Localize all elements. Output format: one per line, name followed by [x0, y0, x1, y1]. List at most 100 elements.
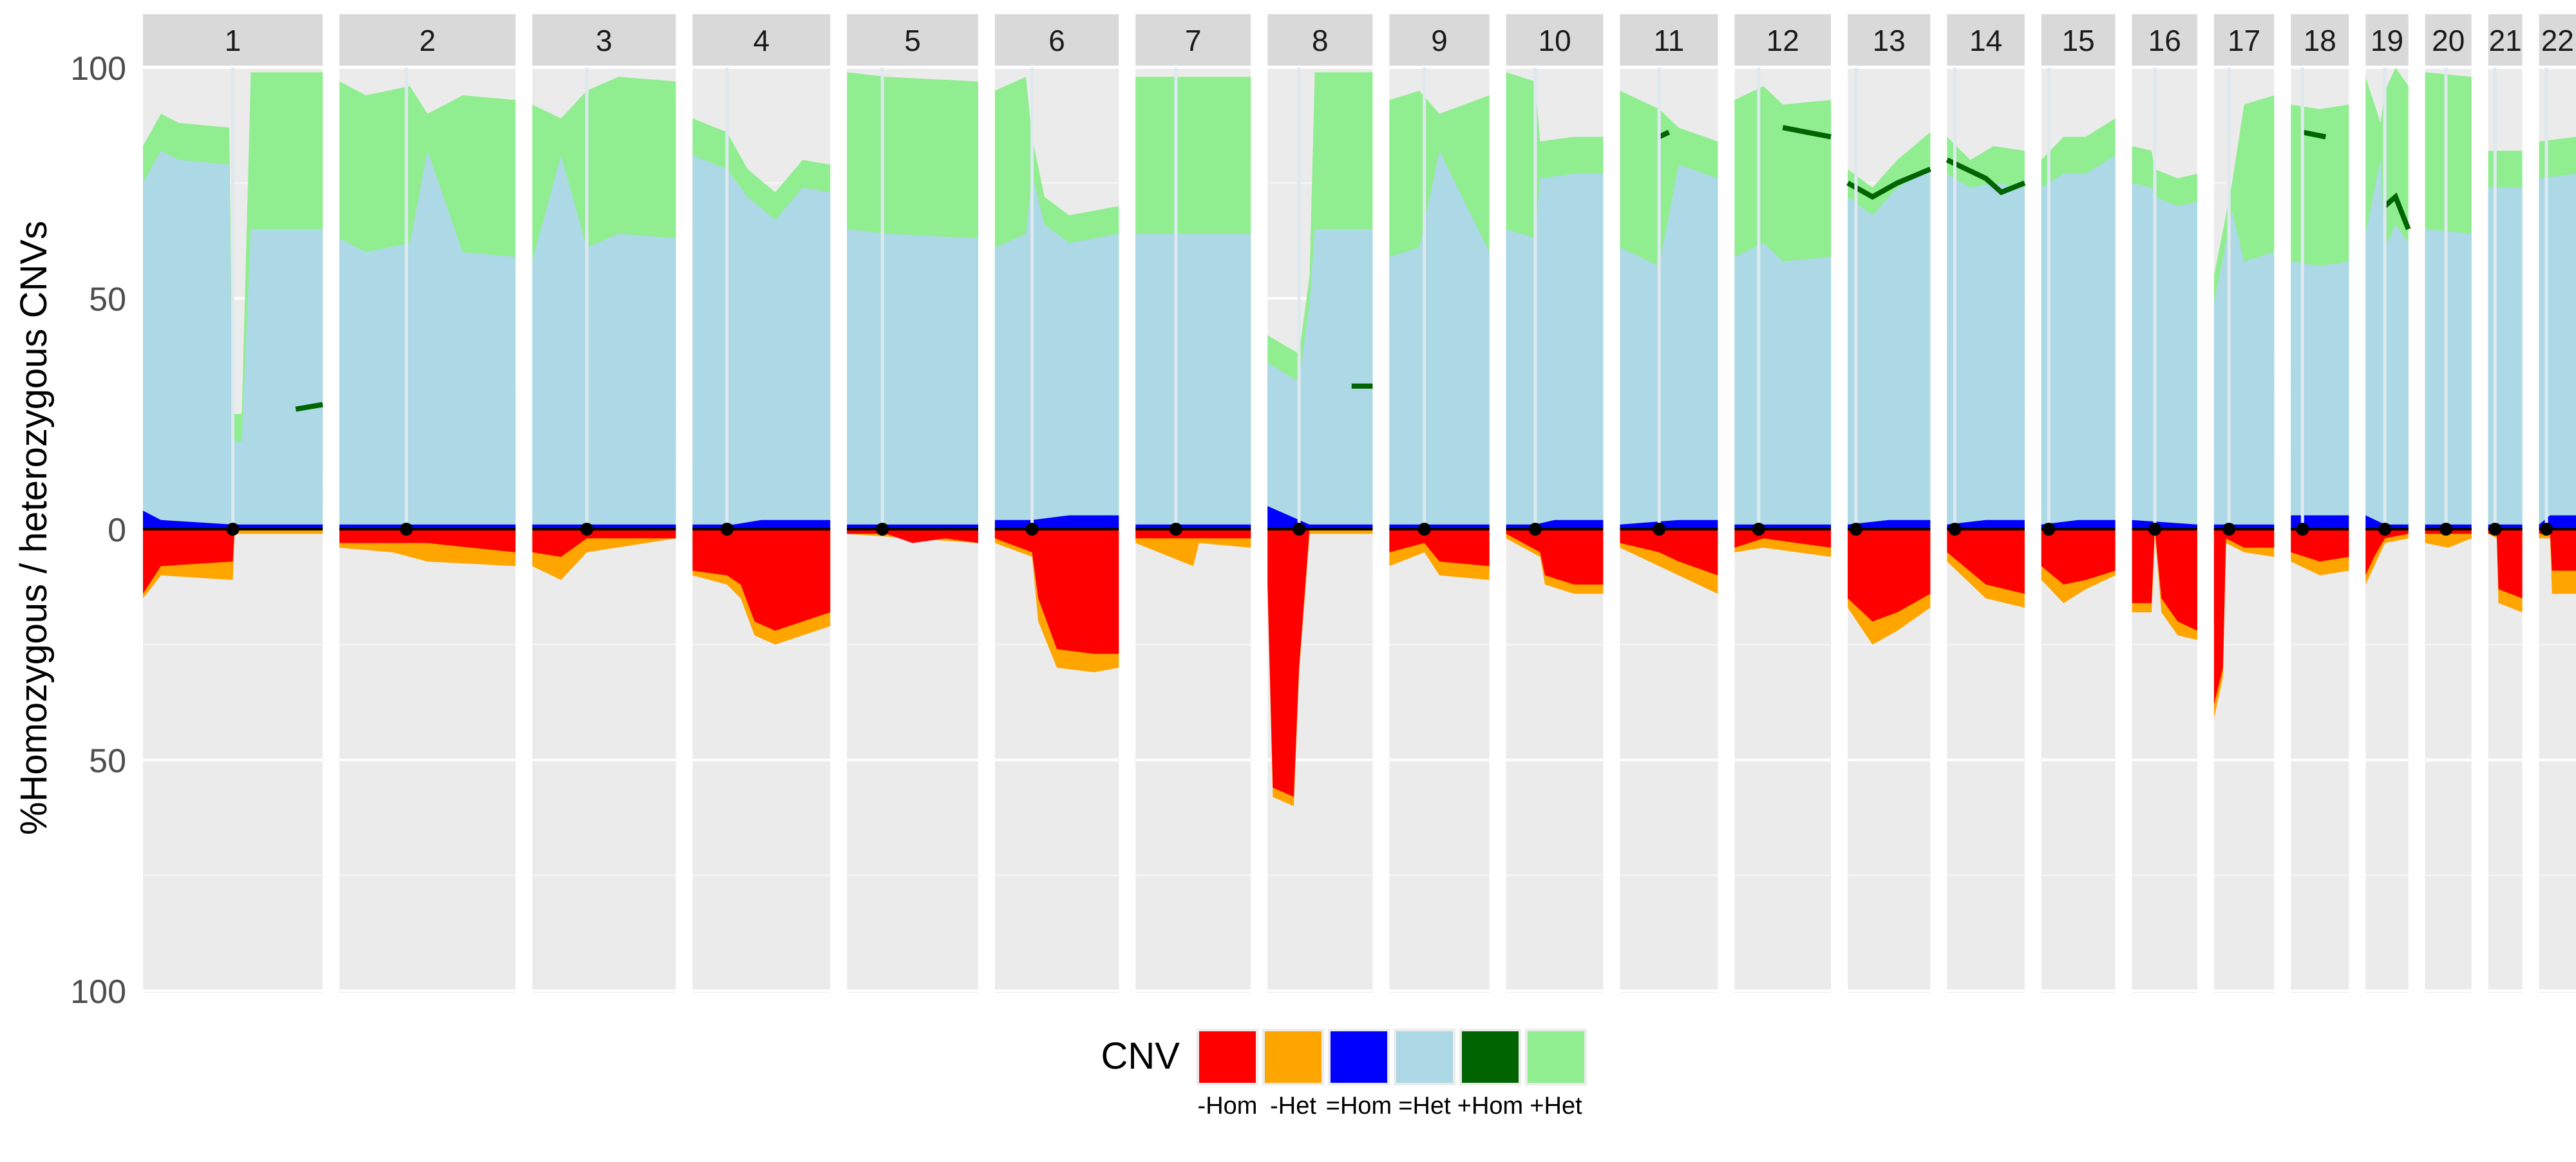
area-eq-hom	[2365, 515, 2409, 529]
facet-strip	[1135, 14, 1251, 66]
area-eq-hom	[143, 511, 323, 529]
facet-panel-9: 9	[1389, 14, 1490, 993]
area-minus-hom	[339, 529, 516, 552]
centromere-dot	[1025, 523, 1039, 536]
centromere-dot	[1293, 523, 1306, 536]
area-minus-hom	[2488, 529, 2523, 599]
facet-strip	[2213, 14, 2275, 66]
area-eq-het	[2041, 155, 2116, 529]
centromere-dot	[2222, 523, 2236, 536]
facet-strip-label: 22	[2541, 24, 2574, 57]
facet-strip-label: 11	[1654, 24, 1685, 57]
centromere-dot	[2540, 523, 2553, 536]
legend-key-label: -Het	[1270, 1092, 1316, 1120]
centromere-dot	[1849, 523, 1862, 536]
line-plus-hom	[1658, 129, 1671, 140]
y-tick-label: 100	[70, 50, 126, 88]
facet-panel-1: 1	[143, 14, 323, 993]
centromere-dot	[1169, 523, 1182, 536]
facet-strip-label: 10	[1539, 24, 1571, 57]
legend-key-swatch	[1199, 1031, 1256, 1083]
line-plus-hom	[1846, 167, 1931, 200]
legend-key-label: -Hom	[1198, 1092, 1258, 1120]
facet-strip-label: 15	[2062, 24, 2095, 57]
facet-panel-21: 21	[2488, 14, 2523, 993]
facet-strip	[994, 14, 1119, 66]
area-minus-hom	[143, 529, 323, 594]
centromere-dot	[720, 523, 734, 536]
facet-strip-label: 14	[1969, 24, 2002, 57]
line-plus-hom	[2383, 192, 2411, 230]
y-tick-label: 50	[89, 281, 126, 319]
legend-key-label: =Het	[1398, 1092, 1451, 1120]
area-eq-het	[2488, 187, 2523, 529]
area-minus-hom	[1620, 529, 1718, 576]
facet-strip	[2291, 14, 2349, 66]
area-eq-het	[2291, 261, 2349, 529]
facet-panel-5: 5	[847, 14, 978, 993]
facet-strip-label: 16	[2148, 24, 2181, 57]
centromere-dot	[1528, 523, 1542, 536]
facet-strip-label: 18	[2304, 24, 2336, 57]
area-eq-het	[994, 173, 1119, 529]
legend-key-swatch	[1265, 1031, 1321, 1083]
line-plus-hom	[295, 402, 323, 412]
y-tick-label: 100	[70, 973, 126, 1011]
area-minus-hom	[1848, 529, 1931, 622]
facet-panel-13: 13	[1846, 14, 1931, 993]
centromere-dot	[2439, 523, 2453, 536]
area-minus-hom	[1135, 529, 1251, 539]
legend-key-swatch	[1331, 1031, 1387, 1083]
area-eq-het	[2425, 229, 2472, 529]
facet-strip	[692, 14, 831, 66]
centromere-dot	[2042, 523, 2056, 536]
centromere-dot	[1752, 523, 1765, 536]
facet-strip	[2539, 14, 2576, 66]
line-plus-hom	[2302, 129, 2327, 140]
area-eq-het	[339, 151, 516, 530]
area-minus-hom	[2365, 529, 2409, 576]
facet-strip-label: 9	[1431, 24, 1448, 57]
facet-strip	[532, 14, 676, 66]
facet-panel-11: 11	[1620, 14, 1718, 993]
centromere-dot	[876, 523, 889, 536]
centromere-dot	[226, 523, 240, 536]
facet-panel-8: 8	[1267, 14, 1373, 993]
area-minus-hom	[2041, 529, 2116, 585]
area-eq-hom	[2132, 520, 2197, 529]
centromere-dot	[1948, 523, 1962, 536]
area-eq-hom	[1267, 506, 1373, 529]
legend-key-swatch	[1396, 1031, 1453, 1083]
y-axis-title: %Homozygous / heterozygous CNVs	[13, 221, 55, 835]
facet-strip-label: 2	[419, 24, 436, 57]
area-eq-hom	[994, 515, 1119, 529]
area-eq-het	[1620, 164, 1718, 530]
facet-panel-22: 22	[2539, 14, 2576, 993]
area-minus-hom	[2539, 529, 2576, 571]
centromere-dot	[580, 523, 594, 536]
facet-strip	[1506, 14, 1604, 66]
line-plus-hom	[1782, 125, 1832, 140]
facet-strip	[2041, 14, 2116, 66]
facet-strip-label: 20	[2432, 24, 2465, 57]
area-eq-het	[532, 155, 676, 529]
area-eq-het	[2539, 173, 2576, 529]
facet-strip	[2425, 14, 2472, 66]
centromere-dot	[2148, 523, 2162, 536]
facet-strip-label: 6	[1048, 24, 1065, 57]
facet-panel-17: 17	[2213, 14, 2275, 993]
facet-strip	[1389, 14, 1490, 66]
centromere-dot	[2296, 523, 2309, 536]
area-eq-het	[1947, 173, 2025, 529]
area-eq-het	[692, 155, 831, 529]
facet-strip	[1734, 14, 1832, 66]
facet-strip	[2132, 14, 2197, 66]
area-minus-het	[1135, 529, 1251, 567]
area-minus-hom	[994, 529, 1119, 654]
facet-strip	[1267, 14, 1373, 66]
area-eq-het	[1389, 151, 1490, 530]
area-minus-hom	[532, 529, 676, 557]
legend-key-label: =Hom	[1326, 1092, 1392, 1120]
